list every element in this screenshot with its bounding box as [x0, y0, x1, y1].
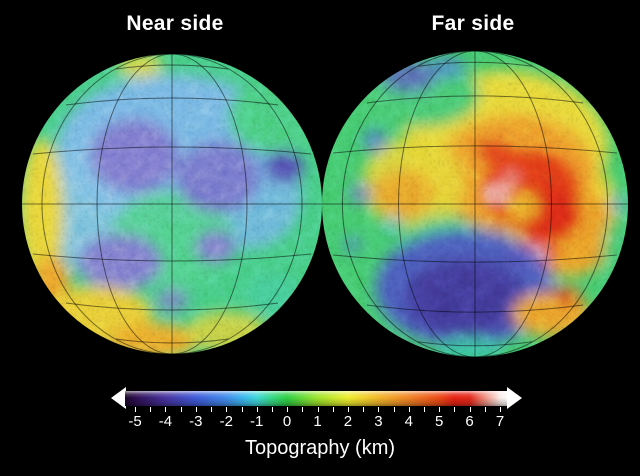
- far-side-globe: [322, 51, 628, 357]
- colorbar-tick-label: 0: [282, 413, 292, 430]
- near-side-globe: [22, 54, 322, 354]
- colorbar-tick: [165, 407, 167, 412]
- colorbar-tick: [195, 407, 197, 412]
- colorbar-tick: [226, 407, 228, 412]
- colorbar-tick: [469, 407, 471, 412]
- colorbar-tick: [363, 407, 365, 412]
- colorbar-tick-label: 7: [495, 413, 505, 430]
- colorbar-sheen: [125, 391, 508, 406]
- near-side-title: Near side: [126, 12, 224, 35]
- colorbar-tick-label: 3: [374, 413, 383, 430]
- colorbar-tick-label: 6: [465, 413, 474, 430]
- colorbar-tick: [317, 407, 319, 412]
- colorbar-right-arrow: [507, 387, 522, 409]
- colorbar-tick-label: -3: [189, 413, 203, 430]
- colorbar-tick-label: 5: [435, 413, 444, 430]
- colorbar-tick: [500, 407, 501, 412]
- colorbar-tick: [256, 407, 258, 412]
- colorbar-tick-label: -4: [158, 413, 173, 430]
- colorbar-tick-labels: -5 -4 -3 -2 -1 0 1 2 3 4 5 6 7: [125, 413, 508, 431]
- colorbar-tick-label: 4: [404, 413, 413, 430]
- colorbar-tick-label: 2: [343, 413, 353, 430]
- colorbar-tick: [393, 407, 395, 412]
- colorbar-tick: [378, 407, 380, 412]
- colorbar-tick: [302, 407, 304, 412]
- colorbar-tick: [347, 407, 349, 412]
- colorbar-tick: [332, 407, 334, 412]
- colorbar-tick: [180, 407, 182, 412]
- graticule: [322, 51, 628, 357]
- colorbar-caption: Topography (km): [244, 437, 396, 459]
- colorbar-ticks: [125, 407, 508, 413]
- colorbar-tick: [241, 407, 243, 412]
- colorbar-gradient: [125, 391, 508, 406]
- colorbar-tick: [150, 407, 152, 412]
- colorbar-tick: [439, 407, 441, 412]
- graticule: [22, 54, 322, 354]
- colorbar-tick: [135, 407, 136, 412]
- colorbar-tick-label: -1: [250, 413, 264, 430]
- colorbar-tick-label: -2: [219, 413, 233, 430]
- colorbar-tick: [424, 407, 425, 412]
- colorbar-left-arrow: [111, 387, 126, 409]
- colorbar-tick: [408, 407, 410, 412]
- colorbar-tick: [484, 407, 486, 412]
- colorbar-tick-label: 1: [313, 413, 322, 430]
- colorbar-tick: [271, 407, 273, 412]
- colorbar-tick: [287, 407, 289, 412]
- far-side-title: Far side: [431, 12, 515, 35]
- colorbar-tick: [211, 407, 213, 412]
- colorbar-tick-label: -5: [128, 413, 142, 430]
- colorbar-tick: [454, 407, 456, 412]
